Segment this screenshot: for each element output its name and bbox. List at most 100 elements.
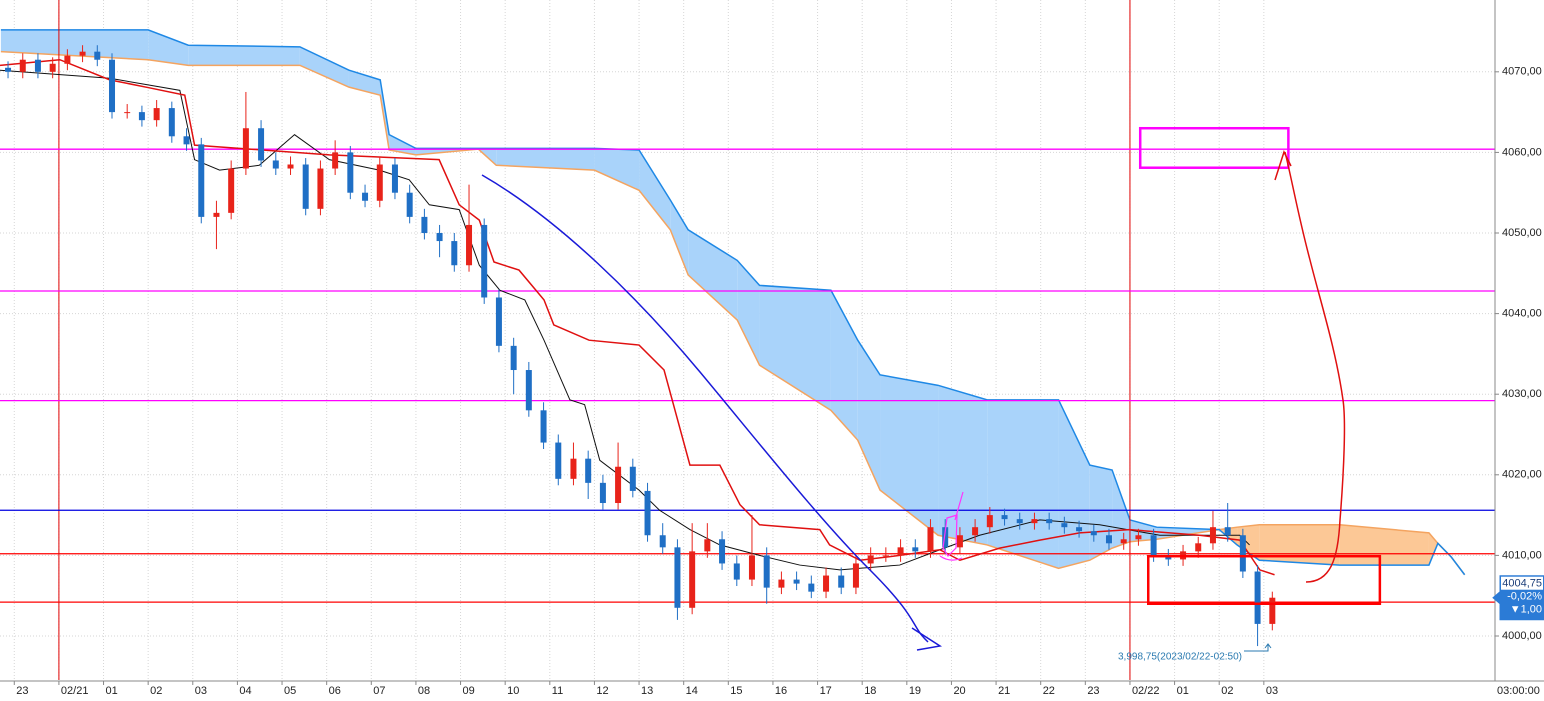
candle-body [153, 108, 160, 121]
candle-body [287, 164, 294, 169]
x-tick-label: 03 [1266, 685, 1278, 697]
cloud-fill [688, 229, 738, 321]
candle-body [1195, 543, 1202, 552]
price-label-change: -0,02% [1507, 591, 1542, 603]
candle-body [1016, 519, 1023, 524]
candle-body [1269, 597, 1276, 624]
candle-body [19, 59, 26, 72]
cloud-fill [1259, 524, 1340, 566]
y-tick-label: 4040,00 [1502, 308, 1542, 320]
x-tick-label: 08 [418, 685, 430, 697]
price-label-value: 4004,75 [1502, 578, 1542, 590]
candle-body [927, 527, 934, 552]
candle-body [852, 563, 859, 588]
candle-body [1001, 515, 1008, 520]
cloud-fill [737, 260, 760, 366]
candle-body [763, 555, 770, 588]
x-tick-label: 14 [686, 685, 698, 697]
cloud-fill [496, 148, 595, 171]
candle-body [733, 563, 740, 580]
y-tick-label: 4010,00 [1502, 549, 1542, 561]
x-tick-label: 12 [596, 685, 608, 697]
candle-body [79, 51, 86, 56]
cloud-fill [880, 374, 939, 536]
candle-body [406, 192, 413, 217]
candle-body [1224, 527, 1231, 536]
zone-box [1146, 554, 1382, 606]
x-tick-label: 06 [329, 685, 341, 697]
candle-body [1150, 535, 1157, 556]
candle-body [599, 482, 606, 504]
candle-body [302, 164, 309, 209]
candle-body [242, 128, 249, 169]
y-tick-label: 4070,00 [1502, 66, 1542, 78]
x-tick-label: 02 [1221, 685, 1233, 697]
candle-body [198, 144, 205, 217]
candle-body [942, 527, 949, 548]
cloud-fill [188, 45, 300, 66]
x-tick-label: 20 [953, 685, 965, 697]
candle-body [644, 490, 651, 536]
x-tick-label: 17 [820, 685, 832, 697]
candle-body [555, 442, 562, 479]
x-tick-label: 03 [195, 685, 207, 697]
candle-body [674, 547, 681, 608]
candle-body [376, 164, 383, 201]
candle-body [1135, 535, 1142, 540]
candle-body [793, 579, 800, 584]
cloud-fill [1112, 469, 1130, 549]
x-tick-label: 01 [106, 685, 118, 697]
marker-scribble [939, 491, 964, 561]
x-tick-label: 22 [1043, 685, 1055, 697]
price-label-top [1501, 576, 1543, 590]
candle-body [570, 458, 577, 479]
x-tick-label: 11 [552, 685, 563, 697]
candle-body [5, 67, 12, 72]
candle-body [272, 160, 279, 169]
candle-body [986, 515, 993, 528]
target-arrow-head [1274, 150, 1292, 181]
candle-body [421, 216, 428, 234]
y-tick-label: 4050,00 [1502, 227, 1542, 239]
x-tick-label: 13 [641, 685, 653, 697]
candle-body [481, 224, 488, 298]
candle-body [1105, 535, 1112, 544]
candle-body [956, 535, 963, 548]
candle-body [466, 224, 473, 266]
x-tick-label: 18 [864, 685, 876, 697]
candle-body [1090, 531, 1097, 536]
candle-body [525, 370, 532, 411]
candle-body [1061, 523, 1068, 528]
candle-body [585, 458, 592, 483]
x-tick-label: 02 [150, 685, 162, 697]
candle-body [882, 555, 889, 557]
low-note-pointer [1244, 643, 1272, 652]
candle-body [629, 466, 636, 491]
y-tick-label: 4000,00 [1502, 630, 1542, 642]
candle-body [540, 410, 547, 443]
cloud-fill [830, 290, 858, 441]
candle-body [1076, 527, 1083, 532]
cloud-fill [938, 385, 988, 545]
candle-body [867, 555, 874, 564]
x-axis-end-label: 03:00:00 [1497, 685, 1540, 697]
trend-arrow [481, 174, 929, 643]
base-line [0, 58, 1275, 576]
cloud-fill [639, 149, 671, 230]
price-label-diff: ▼1,00 [1510, 604, 1542, 616]
cloud-fill [594, 148, 640, 191]
candle-body [332, 152, 339, 169]
candle-body [258, 128, 265, 161]
x-tick-label: 16 [775, 685, 787, 697]
candle-body [1209, 527, 1216, 544]
candle-body [838, 575, 845, 588]
plot-area [0, 0, 1495, 680]
candle-body [1120, 539, 1127, 544]
candle-body [436, 233, 443, 242]
candle-body [64, 55, 71, 64]
y-tick-label: 4030,00 [1502, 388, 1542, 400]
candle-body [94, 51, 101, 60]
